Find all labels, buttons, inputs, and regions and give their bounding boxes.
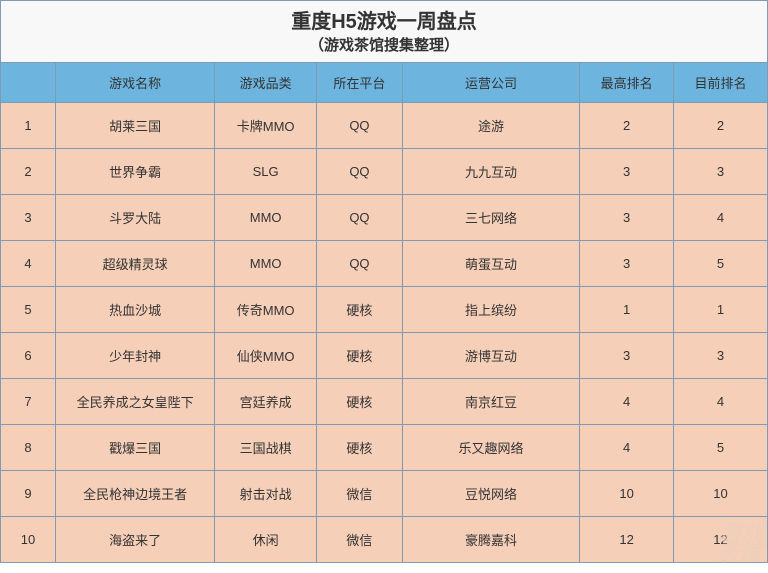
cell-platform: 硬核 bbox=[317, 425, 403, 471]
title-cell: 重度H5游戏一周盘点 （游戏茶馆搜集整理） bbox=[1, 1, 768, 63]
cell-company: 萌蛋互动 bbox=[402, 241, 579, 287]
cell-platform: 硬核 bbox=[317, 379, 403, 425]
cell-type: 传奇MMO bbox=[215, 287, 317, 333]
cell-best: 4 bbox=[580, 379, 674, 425]
cell-company: 三七网络 bbox=[402, 195, 579, 241]
cell-company: 豆悦网络 bbox=[402, 471, 579, 517]
cell-name: 少年封神 bbox=[56, 333, 215, 379]
cell-idx: 8 bbox=[1, 425, 56, 471]
cell-platform: QQ bbox=[317, 241, 403, 287]
cell-platform: 微信 bbox=[317, 471, 403, 517]
cell-company: 途游 bbox=[402, 103, 579, 149]
cell-type: 宫廷养成 bbox=[215, 379, 317, 425]
table-row: 2世界争霸SLGQQ九九互动33 bbox=[1, 149, 768, 195]
cell-now: 1 bbox=[674, 287, 768, 333]
col-header-company: 运营公司 bbox=[402, 63, 579, 103]
table-row: 6少年封神仙侠MMO硬核游博互动33 bbox=[1, 333, 768, 379]
cell-idx: 7 bbox=[1, 379, 56, 425]
cell-idx: 4 bbox=[1, 241, 56, 287]
cell-best: 2 bbox=[580, 103, 674, 149]
cell-type: SLG bbox=[215, 149, 317, 195]
col-header-platform: 所在平台 bbox=[317, 63, 403, 103]
cell-name: 胡莱三国 bbox=[56, 103, 215, 149]
cell-name: 戳爆三国 bbox=[56, 425, 215, 471]
col-header-best: 最高排名 bbox=[580, 63, 674, 103]
cell-best: 3 bbox=[580, 149, 674, 195]
cell-company: 游博互动 bbox=[402, 333, 579, 379]
cell-platform: 硬核 bbox=[317, 287, 403, 333]
title-sub: （游戏茶馆搜集整理） bbox=[1, 36, 767, 56]
cell-type: 休闲 bbox=[215, 517, 317, 563]
cell-best: 1 bbox=[580, 287, 674, 333]
col-header-index bbox=[1, 63, 56, 103]
cell-type: MMO bbox=[215, 241, 317, 287]
header-row: 游戏名称 游戏品类 所在平台 运营公司 最高排名 目前排名 bbox=[1, 63, 768, 103]
cell-now: 3 bbox=[674, 333, 768, 379]
table-row: 3斗罗大陆MMOQQ三七网络34 bbox=[1, 195, 768, 241]
cell-now: 3 bbox=[674, 149, 768, 195]
table-row: 10海盗来了休闲微信豪腾嘉科1212 bbox=[1, 517, 768, 563]
col-header-name: 游戏名称 bbox=[56, 63, 215, 103]
cell-best: 4 bbox=[580, 425, 674, 471]
cell-company: 指上缤纷 bbox=[402, 287, 579, 333]
cell-name: 热血沙城 bbox=[56, 287, 215, 333]
cell-now: 4 bbox=[674, 195, 768, 241]
cell-type: 三国战棋 bbox=[215, 425, 317, 471]
cell-idx: 9 bbox=[1, 471, 56, 517]
cell-best: 3 bbox=[580, 241, 674, 287]
title-row: 重度H5游戏一周盘点 （游戏茶馆搜集整理） bbox=[1, 1, 768, 63]
col-header-type: 游戏品类 bbox=[215, 63, 317, 103]
cell-idx: 6 bbox=[1, 333, 56, 379]
cell-idx: 10 bbox=[1, 517, 56, 563]
cell-platform: 微信 bbox=[317, 517, 403, 563]
cell-idx: 5 bbox=[1, 287, 56, 333]
table-container: 重度H5游戏一周盘点 （游戏茶馆搜集整理） 游戏名称 游戏品类 所在平台 运营公… bbox=[0, 0, 768, 573]
cell-name: 全民枪神边境王者 bbox=[56, 471, 215, 517]
cell-type: 卡牌MMO bbox=[215, 103, 317, 149]
cell-platform: QQ bbox=[317, 149, 403, 195]
cell-name: 全民养成之女皇陛下 bbox=[56, 379, 215, 425]
col-header-now: 目前排名 bbox=[674, 63, 768, 103]
table-row: 5热血沙城传奇MMO硬核指上缤纷11 bbox=[1, 287, 768, 333]
cell-type: 仙侠MMO bbox=[215, 333, 317, 379]
table-row: 1胡莱三国卡牌MMOQQ途游22 bbox=[1, 103, 768, 149]
cell-now: 5 bbox=[674, 241, 768, 287]
cell-platform: QQ bbox=[317, 195, 403, 241]
cell-best: 3 bbox=[580, 195, 674, 241]
cell-name: 海盗来了 bbox=[56, 517, 215, 563]
table-row: 9全民枪神边境王者射击对战微信豆悦网络1010 bbox=[1, 471, 768, 517]
table-row: 4超级精灵球MMOQQ萌蛋互动35 bbox=[1, 241, 768, 287]
cell-best: 12 bbox=[580, 517, 674, 563]
game-ranking-table: 重度H5游戏一周盘点 （游戏茶馆搜集整理） 游戏名称 游戏品类 所在平台 运营公… bbox=[0, 0, 768, 563]
cell-idx: 1 bbox=[1, 103, 56, 149]
cell-company: 乐又趣网络 bbox=[402, 425, 579, 471]
cell-now: 12 bbox=[674, 517, 768, 563]
cell-now: 10 bbox=[674, 471, 768, 517]
cell-company: 九九互动 bbox=[402, 149, 579, 195]
cell-type: 射击对战 bbox=[215, 471, 317, 517]
cell-platform: 硬核 bbox=[317, 333, 403, 379]
table-row: 7全民养成之女皇陛下宫廷养成硬核南京红豆44 bbox=[1, 379, 768, 425]
table-row: 8戳爆三国三国战棋硬核乐又趣网络45 bbox=[1, 425, 768, 471]
cell-idx: 3 bbox=[1, 195, 56, 241]
cell-company: 南京红豆 bbox=[402, 379, 579, 425]
cell-platform: QQ bbox=[317, 103, 403, 149]
title-main: 重度H5游戏一周盘点 bbox=[1, 8, 767, 36]
cell-best: 3 bbox=[580, 333, 674, 379]
cell-company: 豪腾嘉科 bbox=[402, 517, 579, 563]
cell-now: 5 bbox=[674, 425, 768, 471]
cell-best: 10 bbox=[580, 471, 674, 517]
cell-now: 4 bbox=[674, 379, 768, 425]
cell-name: 超级精灵球 bbox=[56, 241, 215, 287]
cell-name: 世界争霸 bbox=[56, 149, 215, 195]
cell-now: 2 bbox=[674, 103, 768, 149]
cell-idx: 2 bbox=[1, 149, 56, 195]
cell-name: 斗罗大陆 bbox=[56, 195, 215, 241]
cell-type: MMO bbox=[215, 195, 317, 241]
